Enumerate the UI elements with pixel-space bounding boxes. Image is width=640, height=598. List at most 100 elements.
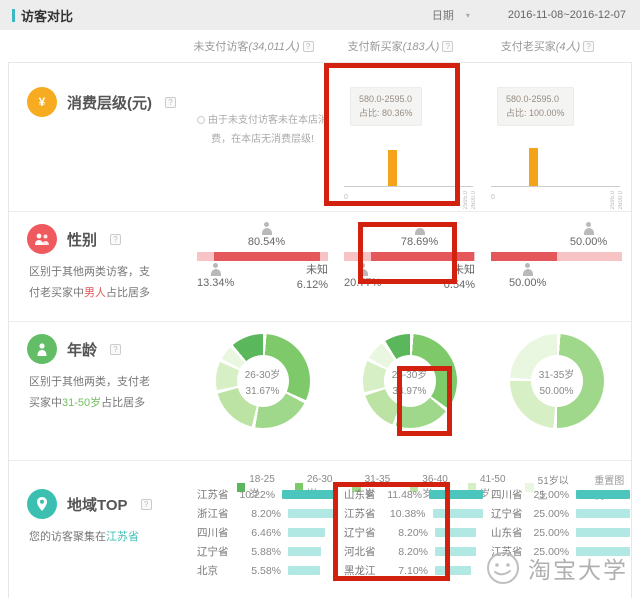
gender-chart-new-buyers[interactable]: 78.69% 20.77% 未知 0.54% <box>336 212 483 321</box>
age-donut-new-buyers[interactable]: 26-30岁 34.97% <box>336 334 483 460</box>
male-pct: 13.34% <box>197 277 235 290</box>
help-icon[interactable]: ? <box>110 343 122 355</box>
help-icon[interactable]: ? <box>110 233 122 245</box>
person-icon <box>583 222 595 235</box>
male-pct: 50.00% <box>509 277 547 290</box>
consumption-chart-new-buyers[interactable]: 580.0-2595.0 占比: 80.36% 0 2595.0 2600.0 <box>336 63 483 211</box>
watermark: 淘宝大学 <box>485 550 628 586</box>
yuan-icon: ¥ <box>27 87 57 117</box>
legend-swatch <box>525 482 534 492</box>
region-row[interactable]: 山东省 25.00% <box>483 523 631 542</box>
consumption-chart-old-buyers[interactable]: 580.0-2595.0 占比: 100.00% 0 2595.0 2600.0 <box>483 63 630 211</box>
legend-item[interactable]: 36-40岁 <box>410 474 455 500</box>
age-person-icon <box>27 334 57 364</box>
region-row[interactable]: 四川省 6.46% <box>189 523 336 542</box>
date-label: 日期 <box>431 10 454 22</box>
female-pct: 78.69% <box>400 236 439 248</box>
col-header-unpaid: 未支付访客(34,011人)? <box>180 38 327 54</box>
legend-item[interactable]: 51岁以上 <box>525 472 575 502</box>
col-header-old-buyers: 支付老买家(4人)? <box>474 38 621 54</box>
section-title: 年龄 <box>67 341 98 359</box>
region-row[interactable]: 辽宁省 5.88% <box>189 542 336 561</box>
help-icon[interactable]: ? <box>140 498 152 510</box>
region-row[interactable]: 北京 5.58% <box>189 561 336 580</box>
section-gender: 性别 ? 区别于其他两类访客，支付老买家中男人占比居多 80.54% 13.34… <box>9 212 631 322</box>
region-bar <box>435 566 471 575</box>
gender-people-icon <box>27 224 57 254</box>
region-bar <box>576 528 631 537</box>
bar[interactable] <box>388 150 397 186</box>
section-region-top: 地域TOP ? 您的访客聚集在江苏省 江苏省 10.22% 浙江省 8.20% 四川… <box>9 461 631 597</box>
region-bar <box>435 547 476 556</box>
donut-chart[interactable]: 26-30岁 31.67% <box>215 334 310 428</box>
help-icon[interactable]: ? <box>442 41 454 52</box>
legend-item[interactable]: 41-50岁 <box>467 474 513 500</box>
section-title: 地域TOP <box>67 496 128 514</box>
legend-swatch <box>410 482 419 492</box>
region-list-old-buyers: 四川省 25.00% 辽宁省 25.00% 山东省 25.00% 江苏省 25.00% <box>483 461 631 597</box>
gender-description: 区别于其他两类访客，支付老买家中男人占比居多 <box>29 266 150 299</box>
gender-chart-unpaid[interactable]: 80.54% 13.34% 未知 6.12% <box>189 212 336 321</box>
help-icon[interactable]: ? <box>583 41 595 52</box>
age-description: 区别于其他两类，支付老买家中31-50岁占比居多 <box>29 376 150 409</box>
person-icon <box>522 263 534 277</box>
section-consumption-level: ¥ 消费层级(元) ? 由于未支付访客未在本店消费，在本店无消费层级! 580.… <box>9 63 631 212</box>
topbar: 访客对比 日期 ▾ 2016-11-08~2016-12-07 <box>0 0 640 30</box>
svg-text:¥: ¥ <box>39 95 46 109</box>
region-row[interactable]: 河北省 8.20% <box>336 542 483 561</box>
date-filter[interactable]: 日期 ▾ 2016-11-08~2016-12-07 <box>432 7 626 23</box>
unknown-pct: 0.54% <box>443 278 475 291</box>
region-list-unpaid: 江苏省 10.22% 浙江省 8.20% 四川省 6.46% 辽宁省 5.88% 北京 5… <box>189 461 337 597</box>
section-title: 消费层级(元) <box>67 94 152 112</box>
region-bar <box>576 490 631 499</box>
region-list-new-buyers: 山东省 11.48% 江苏省 10.38% 辽宁省 8.20% 河北省 8.20% 黑龙… <box>336 461 484 597</box>
gender-bar[interactable] <box>491 252 622 262</box>
legend-item[interactable]: 31-35岁 <box>352 474 397 500</box>
region-row[interactable]: 辽宁省 8.20% <box>336 523 483 542</box>
age-donut-old-buyers[interactable]: 31-35岁 50.00% <box>483 334 630 460</box>
unknown-label: 未知 <box>453 264 475 277</box>
region-row[interactable]: 黑龙江 7.10% <box>336 561 483 580</box>
region-bar <box>429 490 484 499</box>
axis-tick: 0 <box>344 194 348 201</box>
info-icon <box>197 116 205 124</box>
column-headers: 未支付访客(34,011人)? 支付新买家(183人)? 支付老买家(4人)? <box>0 30 640 62</box>
legend-swatch <box>294 482 303 492</box>
gender-bar[interactable] <box>344 252 475 262</box>
unknown-pct: 6.12% <box>296 278 328 291</box>
age-donut-unpaid[interactable]: 26-30岁 31.67% <box>189 334 336 460</box>
help-icon[interactable]: ? <box>302 41 314 52</box>
donut-chart[interactable]: 26-30岁 34.97% <box>362 334 457 428</box>
region-bar <box>288 509 335 518</box>
region-row[interactable]: 山东省 11.48% <box>336 485 484 504</box>
region-description: 您的访客聚集在江苏省 <box>29 531 139 543</box>
x-axis <box>491 186 620 187</box>
location-pin-icon <box>27 489 57 519</box>
region-bar <box>432 509 483 518</box>
legend-swatch <box>467 482 476 492</box>
col-header-new-buyers: 支付新买家(183人)? <box>327 38 474 54</box>
legend-swatch <box>237 482 246 492</box>
region-row[interactable]: 江苏省 10.22% <box>189 485 337 504</box>
gender-bar[interactable] <box>197 252 328 262</box>
region-row[interactable]: 江苏省 25.00% <box>483 542 631 561</box>
region-row[interactable]: 浙江省 8.20% <box>189 504 336 523</box>
bar[interactable] <box>529 148 538 186</box>
donut-chart[interactable]: 31-35岁 50.00% <box>509 334 604 428</box>
age-legend: 18-25岁 26-30岁 31-35岁 36-40岁 41-50岁 51岁以上… <box>237 472 631 502</box>
region-row[interactable]: 辽宁省 25.00% <box>483 504 631 523</box>
region-row[interactable]: 四川省 25.00% <box>483 485 631 504</box>
gender-chart-old-buyers[interactable]: 50.00% 50.00% <box>483 212 630 321</box>
region-bar <box>435 528 476 537</box>
region-row[interactable]: 江苏省 10.38% <box>336 504 483 523</box>
region-bar <box>576 547 631 556</box>
unknown-label: 未知 <box>306 264 328 277</box>
axis-tick: 0 <box>491 194 495 201</box>
axis-ticks: 2595.0 2600.0 <box>610 190 624 209</box>
help-icon[interactable]: ? <box>165 96 176 108</box>
date-range-value[interactable]: 2016-11-08~2016-12-07 <box>507 9 626 21</box>
watermark-text: 淘宝大学 <box>528 557 628 583</box>
female-pct: 50.00% <box>569 236 608 248</box>
legend-item[interactable]: 18-25岁 <box>237 474 282 500</box>
